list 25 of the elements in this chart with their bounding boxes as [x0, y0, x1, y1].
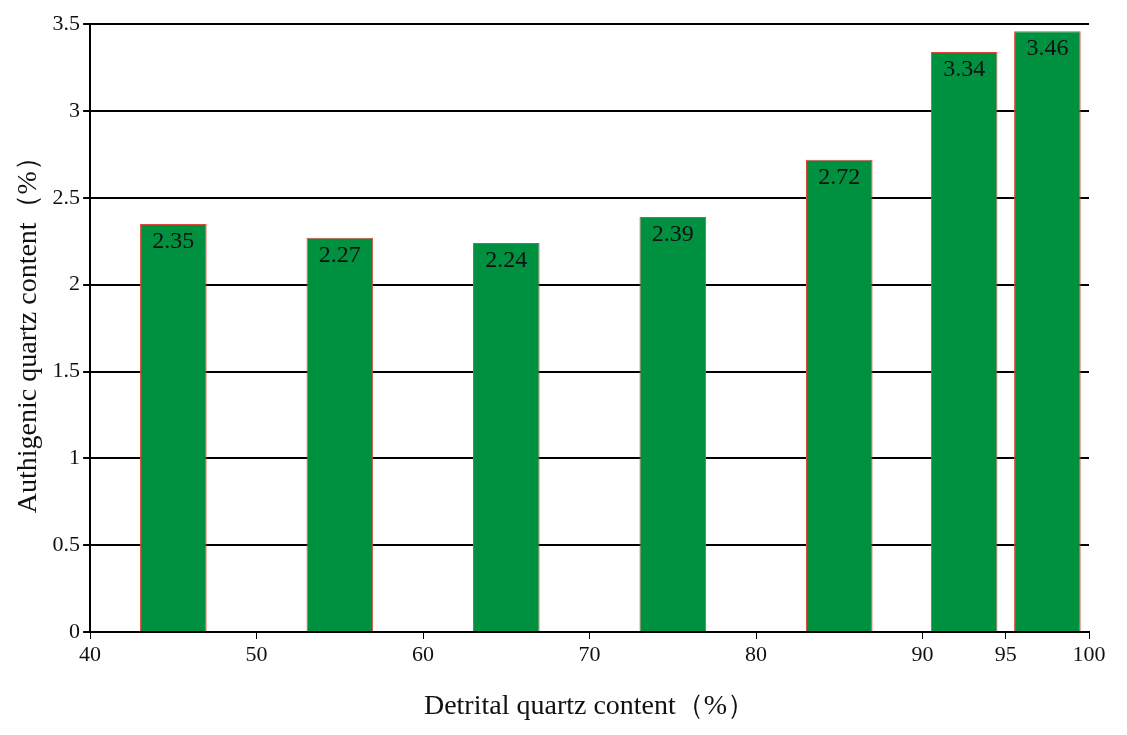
data-label: 2.39	[651, 220, 694, 247]
x-tick-label: 70	[578, 640, 601, 666]
y-tick-label: 1	[69, 444, 81, 470]
y-tick-label: 2.5	[52, 183, 81, 209]
x-tick-label: 95	[994, 640, 1017, 666]
data-label: 2.35	[152, 227, 195, 254]
y-axis-title: Authigenic quartz content（%）	[11, 143, 43, 514]
y-tick-label: 0	[69, 617, 81, 643]
data-label: 3.46	[1026, 34, 1069, 61]
y-tick-label: 3.5	[52, 9, 81, 35]
x-tick-label: 50	[245, 640, 268, 666]
data-label: 2.24	[485, 246, 528, 273]
x-tick-label: 40	[79, 640, 102, 666]
y-tick-label: 3	[69, 96, 81, 122]
y-tick-label: 0.5	[52, 530, 81, 556]
x-tick-label: 80	[745, 640, 768, 666]
data-label: 3.34	[943, 55, 986, 82]
x-tick-label: 90	[911, 640, 934, 666]
y-tick-label: 2	[69, 270, 81, 296]
data-label: 2.27	[318, 241, 361, 268]
y-tick-label: 1.5	[52, 357, 81, 383]
x-tick-label: 100	[1072, 640, 1106, 666]
data-label: 2.72	[818, 162, 861, 189]
x-tick-label: 60	[412, 640, 435, 666]
x-axis-title: Detrital quartz content（%）	[423, 688, 756, 720]
